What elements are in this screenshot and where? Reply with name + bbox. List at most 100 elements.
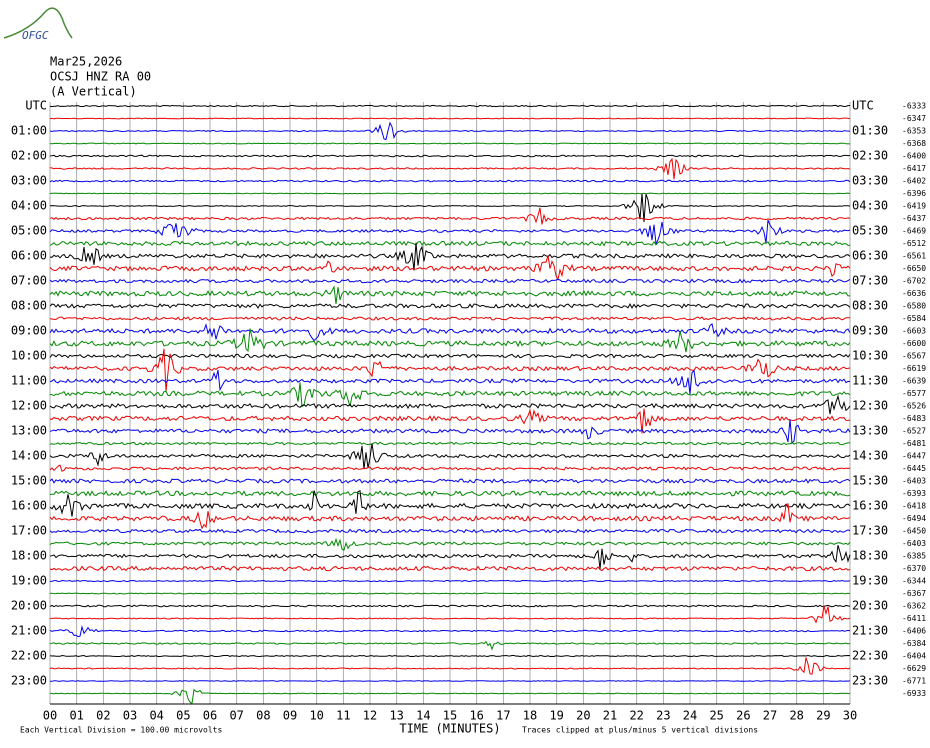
trace-offset: -6385	[902, 552, 926, 561]
trace	[49, 419, 851, 445]
right-time-label: 04:30	[852, 199, 888, 213]
left-time-label: UTC	[25, 99, 47, 113]
left-time-label: 13:00	[11, 424, 47, 438]
trace	[49, 503, 851, 530]
trace	[49, 408, 851, 434]
trace-offset: -6353	[902, 127, 926, 136]
trace-offset: -6393	[902, 489, 926, 498]
x-tick-label: 04	[149, 709, 163, 723]
x-tick-label: 22	[629, 709, 643, 723]
left-time-label: 19:00	[11, 574, 47, 588]
right-time-label: 03:30	[852, 174, 888, 188]
right-time-label: 21:30	[852, 624, 888, 638]
trace	[49, 478, 851, 484]
trace	[49, 537, 851, 551]
x-tick-label: 21	[603, 709, 617, 723]
trace-offset: -6636	[902, 289, 926, 298]
trace-offset: -6400	[902, 152, 926, 161]
trace-offset: -6702	[902, 277, 926, 286]
left-time-label: 05:00	[11, 224, 47, 238]
right-time-label: 20:30	[852, 599, 888, 613]
trace-offset: -6933	[902, 689, 926, 698]
trace-offset: -6344	[902, 577, 926, 586]
right-time-label: 17:30	[852, 524, 888, 538]
trace-offset: -6403	[902, 477, 926, 486]
left-time-label: 01:00	[11, 124, 47, 138]
trace-offset: -6481	[902, 439, 926, 448]
right-time-label: 19:30	[852, 574, 888, 588]
x-tick-label: 20	[576, 709, 590, 723]
trace	[49, 579, 851, 583]
left-time-label: 20:00	[11, 599, 47, 613]
right-time-label: 07:30	[852, 274, 888, 288]
trace-offset: -6639	[902, 377, 926, 386]
trace	[49, 219, 851, 246]
trace-offset: -6526	[902, 402, 926, 411]
right-time-label: 09:30	[852, 324, 888, 338]
x-tick-label: 26	[736, 709, 750, 723]
trace	[49, 157, 851, 180]
trace-offset: -6367	[902, 589, 926, 598]
footer-scale: Each Vertical Division = 100.00 microvol…	[20, 726, 222, 735]
trace	[49, 464, 851, 472]
right-time-label: 23:30	[852, 674, 888, 688]
trace	[49, 242, 851, 271]
date: Mar25,2026	[50, 55, 122, 69]
trace	[49, 104, 851, 108]
x-tick-label: 13	[389, 709, 403, 723]
trace	[49, 192, 851, 195]
right-time-label: 15:30	[852, 474, 888, 488]
x-tick-label: 06	[203, 709, 217, 723]
right-time-label: 02:30	[852, 149, 888, 163]
trace	[49, 624, 851, 638]
x-tick-label: 30	[843, 709, 857, 723]
logo-text: OFGC	[22, 29, 49, 42]
left-time-label: 15:00	[11, 474, 47, 488]
trace	[49, 353, 851, 359]
trace-offset: -6629	[902, 664, 926, 673]
x-tick-label: 03	[123, 709, 137, 723]
trace-offset: -6447	[902, 452, 926, 461]
right-time-label: 11:30	[852, 374, 888, 388]
trace	[49, 604, 851, 608]
trace	[49, 121, 851, 141]
x-tick-label: 08	[256, 709, 270, 723]
trace-offset: -6411	[902, 614, 926, 623]
x-tick-label: 25	[709, 709, 723, 723]
trace-offset: -6402	[902, 177, 926, 186]
trace-offset: -6527	[902, 427, 926, 436]
x-tick-label: 10	[309, 709, 323, 723]
trace-offset: -6347	[902, 114, 926, 123]
trace-offset: -6603	[902, 327, 926, 336]
trace	[49, 394, 851, 415]
trace-offset: -6650	[902, 264, 926, 273]
trace-offset: -6445	[902, 464, 926, 473]
trace	[49, 605, 851, 624]
left-time-label: 16:00	[11, 499, 47, 513]
trace-offset: -6512	[902, 239, 926, 248]
component: (A Vertical)	[50, 85, 137, 99]
x-tick-label: 12	[363, 709, 377, 723]
station: OCSJ HNZ RA 00	[50, 70, 151, 84]
trace	[49, 592, 851, 595]
right-time-label: 05:30	[852, 224, 888, 238]
left-time-label: 08:00	[11, 299, 47, 313]
trace	[49, 255, 851, 281]
trace-offset: -6580	[902, 302, 926, 311]
trace-offset: -6437	[902, 214, 926, 223]
trace	[49, 179, 851, 183]
x-tick-label: 23	[656, 709, 670, 723]
trace	[49, 348, 851, 392]
trace	[49, 382, 851, 408]
trace-offset: -6370	[902, 564, 926, 573]
trace	[49, 303, 851, 309]
trace	[49, 657, 851, 675]
trace-offset: -6771	[902, 677, 926, 686]
trace	[49, 654, 851, 658]
labels: 00 01 02 03 04 05 06 07 08 09 10 11 12 13 14 15 16 17 18 19…	[11, 99, 926, 723]
trace	[49, 680, 851, 682]
footer-clip: Traces clipped at plus/minus 5 vertical …	[522, 726, 758, 735]
trace-offset: -6384	[902, 639, 926, 648]
x-tick-label: 00	[43, 709, 57, 723]
